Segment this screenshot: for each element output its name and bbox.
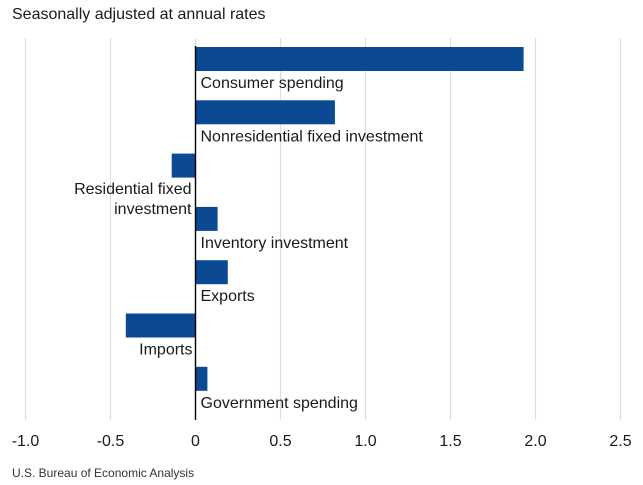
category-labels: Consumer spending Nonresidential fixed in… xyxy=(74,75,423,412)
bar xyxy=(171,153,196,178)
bar xyxy=(195,366,208,391)
x-tick-label: 0.5 xyxy=(269,433,291,450)
x-tick-label: 2.0 xyxy=(524,433,546,450)
category-label: Imports xyxy=(139,342,192,359)
bar xyxy=(195,47,524,71)
x-tick-label: 2.5 xyxy=(609,433,631,450)
bar xyxy=(195,260,228,285)
bar xyxy=(195,100,335,125)
category-label: Exports xyxy=(201,288,255,305)
x-tick-label: 1.0 xyxy=(354,433,376,450)
chart-subtitle: Seasonally adjusted at annual rates xyxy=(12,6,266,23)
category-label: Nonresidential fixed investment xyxy=(201,128,424,145)
bars xyxy=(125,47,524,391)
category-label: Consumer spending xyxy=(201,75,344,92)
grid-lines xyxy=(24,38,622,420)
source-note: U.S. Bureau of Economic Analysis xyxy=(12,466,195,480)
x-tick-labels: -1.0 -0.5 0 0.5 1.0 1.5 2.0 2.5 xyxy=(12,433,632,450)
x-tick-label: -1.0 xyxy=(12,433,40,450)
bar xyxy=(125,313,196,338)
x-tick-label: 0 xyxy=(191,433,200,450)
category-label: Government spending xyxy=(201,395,358,412)
category-label: investment xyxy=(114,201,192,218)
bar xyxy=(195,206,218,231)
category-label: Residential fixed xyxy=(74,181,191,198)
x-tick-label: 1.5 xyxy=(439,433,461,450)
category-label: Inventory investment xyxy=(201,235,349,252)
x-tick-label: -0.5 xyxy=(97,433,125,450)
